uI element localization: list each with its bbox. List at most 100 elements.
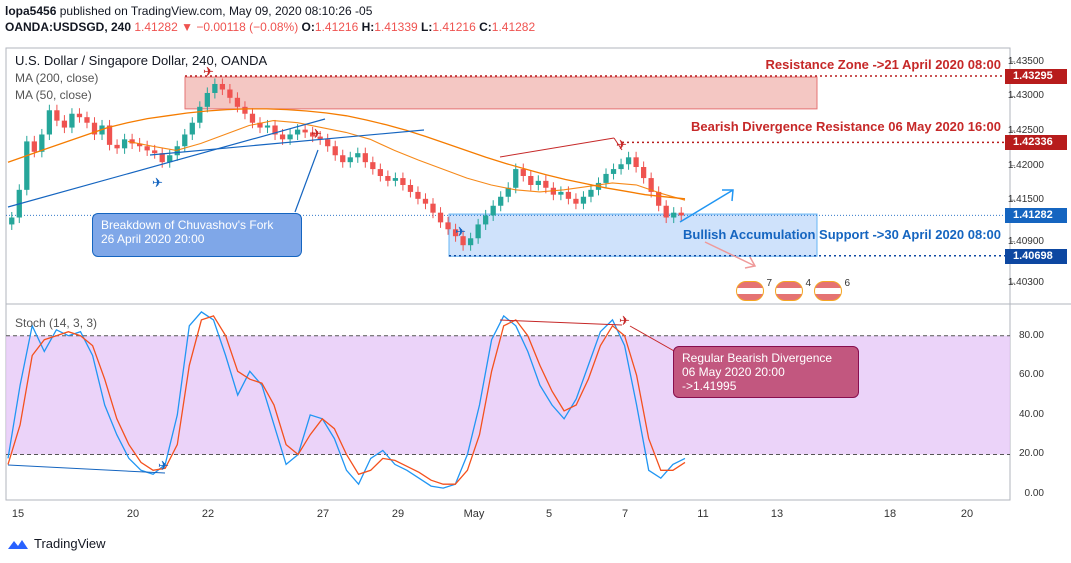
- candle-body[interactable]: [475, 224, 481, 239]
- candle-body[interactable]: [279, 134, 286, 140]
- ma50-legend[interactable]: MA (50, close): [15, 88, 92, 102]
- candle-body[interactable]: [174, 146, 180, 156]
- candle-body[interactable]: [460, 236, 466, 246]
- us-flag-icon[interactable]: 6: [814, 278, 850, 301]
- us-flag-icon[interactable]: 7: [736, 278, 772, 301]
- candle-body[interactable]: [114, 144, 120, 149]
- candle-body[interactable]: [656, 191, 662, 206]
- candle-body[interactable]: [242, 106, 248, 114]
- candle-body[interactable]: [332, 146, 338, 156]
- rocket-up-icon[interactable]: ✈: [455, 224, 466, 239]
- candle-body[interactable]: [189, 122, 195, 135]
- candle-body[interactable]: [588, 189, 594, 197]
- price-badge[interactable]: 1.40698: [1005, 248, 1067, 264]
- candle-body[interactable]: [528, 176, 534, 185]
- candle-body[interactable]: [182, 134, 188, 147]
- candle-body[interactable]: [452, 229, 459, 237]
- bullish-support-label[interactable]: Bullish Accumulation Support ->30 April …: [683, 227, 1001, 242]
- candle-body[interactable]: [347, 157, 353, 163]
- candle-body[interactable]: [445, 222, 451, 230]
- stoch-k-line[interactable]: [7, 311, 686, 489]
- candle-body[interactable]: [603, 173, 609, 183]
- projection-arrow-down[interactable]: [704, 241, 756, 267]
- regular-divergence-callout[interactable]: Regular Bearish Divergence 06 May 2020 2…: [673, 346, 859, 398]
- candle-body[interactable]: [106, 125, 113, 145]
- candle-body[interactable]: [565, 191, 572, 199]
- candle-body[interactable]: [640, 167, 647, 179]
- candle-body[interactable]: [76, 113, 83, 118]
- candle-body[interactable]: [31, 141, 37, 152]
- rocket-down-icon[interactable]: ✈: [203, 64, 214, 79]
- candle-body[interactable]: [400, 178, 406, 185]
- author-name[interactable]: lopa5456: [5, 4, 57, 18]
- rocket-down-icon[interactable]: ✈: [311, 126, 322, 141]
- candle-body[interactable]: [129, 139, 135, 144]
- rocket-down-icon[interactable]: ✈: [619, 313, 630, 328]
- candle-body[interactable]: [467, 238, 474, 246]
- candle-body[interactable]: [287, 134, 293, 140]
- candle-body[interactable]: [310, 132, 316, 137]
- candle-body[interactable]: [648, 178, 654, 192]
- candle-body[interactable]: [580, 196, 587, 204]
- candle-body[interactable]: [505, 187, 511, 197]
- candle-body[interactable]: [84, 117, 90, 123]
- candle-body[interactable]: [407, 184, 414, 192]
- ma200-legend[interactable]: MA (200, close): [15, 71, 99, 85]
- rocket-up-icon[interactable]: ✈: [152, 175, 163, 190]
- candle-body[interactable]: [219, 83, 226, 90]
- stoch-divergence-line[interactable]: [499, 319, 623, 326]
- candle-body[interactable]: [144, 146, 150, 151]
- ma50-line[interactable]: [127, 120, 686, 201]
- support-zone[interactable]: [448, 213, 818, 257]
- candle-body[interactable]: [69, 113, 75, 128]
- rocket-down-icon[interactable]: ✈: [616, 137, 627, 152]
- candle-body[interactable]: [610, 169, 617, 174]
- projection-arrow-up[interactable]: [679, 189, 734, 223]
- candle-body[interactable]: [618, 164, 624, 170]
- stoch-d-line[interactable]: [7, 315, 686, 485]
- divergence-line-price[interactable]: [499, 137, 615, 158]
- candle-body[interactable]: [385, 176, 391, 181]
- price-badge[interactable]: 1.41282: [1005, 208, 1067, 224]
- candle-body[interactable]: [520, 169, 526, 176]
- fork-trendline[interactable]: [7, 118, 326, 208]
- candles[interactable]: [9, 78, 684, 251]
- candle-body[interactable]: [573, 198, 579, 204]
- candle-body[interactable]: [39, 134, 45, 152]
- candle-body[interactable]: [204, 92, 210, 107]
- candle-body[interactable]: [415, 191, 421, 199]
- candle-body[interactable]: [678, 212, 684, 216]
- candle-body[interactable]: [257, 122, 263, 128]
- candle-body[interactable]: [302, 129, 308, 133]
- candle-body[interactable]: [152, 150, 158, 154]
- candle-body[interactable]: [121, 139, 128, 149]
- candle-body[interactable]: [490, 205, 496, 216]
- candle-body[interactable]: [249, 113, 256, 123]
- candle-body[interactable]: [422, 198, 429, 204]
- candle-body[interactable]: [197, 106, 203, 123]
- chuvashov-callout[interactable]: Breakdown of Chuvashov's Fork 26 April 2…: [92, 213, 302, 257]
- candle-body[interactable]: [294, 129, 301, 135]
- candle-body[interactable]: [663, 205, 669, 218]
- candle-body[interactable]: [355, 153, 361, 158]
- resistance-zone-label[interactable]: Resistance Zone ->21 April 2020 08:00: [765, 57, 1001, 72]
- candle-body[interactable]: [234, 97, 241, 107]
- candle-body[interactable]: [671, 212, 677, 218]
- ma200-line[interactable]: [7, 108, 686, 200]
- candle-body[interactable]: [46, 110, 53, 135]
- fork-lower-line[interactable]: [149, 129, 425, 156]
- candle-body[interactable]: [437, 212, 444, 223]
- candle-body[interactable]: [264, 125, 271, 128]
- candle-body[interactable]: [430, 203, 436, 213]
- candle-body[interactable]: [535, 180, 541, 185]
- resistance-zone[interactable]: [184, 76, 818, 110]
- candle-body[interactable]: [633, 157, 639, 168]
- candle-body[interactable]: [272, 125, 278, 135]
- candle-body[interactable]: [167, 155, 173, 163]
- candle-body[interactable]: [377, 169, 383, 176]
- candle-body[interactable]: [54, 110, 60, 121]
- price-badge[interactable]: 1.43295: [1005, 69, 1067, 85]
- candle-body[interactable]: [483, 215, 489, 225]
- candle-body[interactable]: [91, 122, 98, 135]
